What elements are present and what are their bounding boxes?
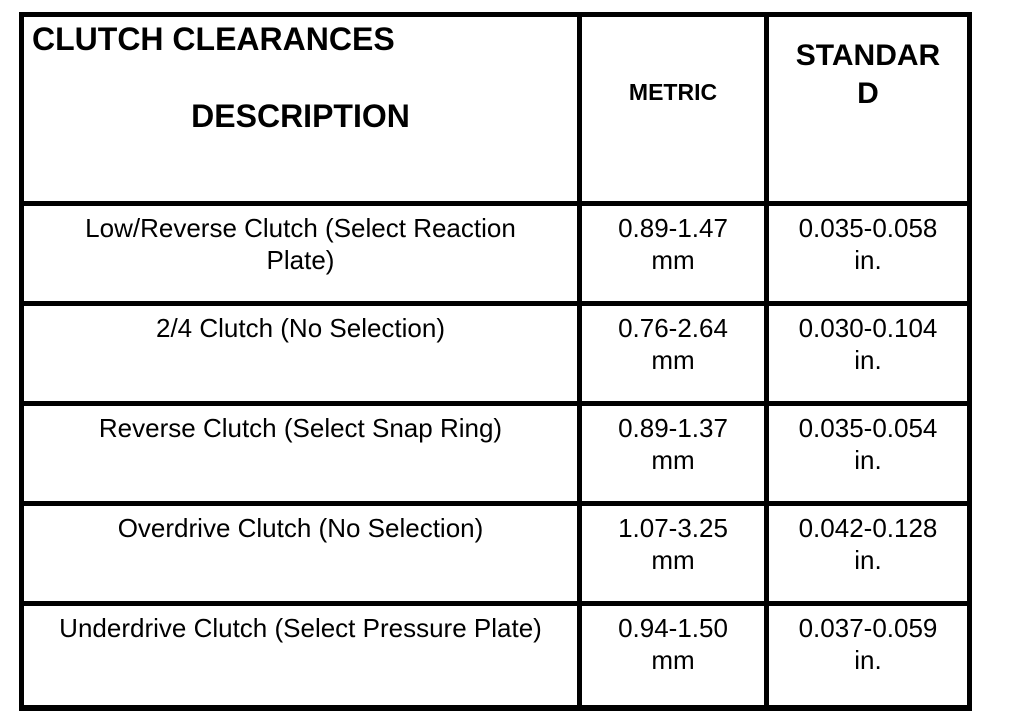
column-header-metric: METRIC [628,79,718,105]
table-row: Underdrive Clutch (Select Pressure Plate… [19,601,972,710]
description-cell: Underdrive Clutch (Select Pressure Plate… [19,601,582,710]
standard-cell: 0.035-0.058 in. [764,201,972,306]
header-cell-description: CLUTCH CLEARANCES DESCRIPTION [19,12,582,206]
column-header-standard: STANDAR D [795,39,941,110]
standard-cell: 0.035-0.054 in. [764,401,972,506]
metric-cell: 1.07-3.25 mm [577,501,769,606]
metric-cell: 0.89-1.37 mm [577,401,769,506]
metric-cell: 0.76-2.64 mm [577,301,769,406]
metric-cell: 0.94-1.50 mm [577,601,769,710]
standard-cell: 0.042-0.128 in. [764,501,972,606]
metric-cell: 0.89-1.47 mm [577,201,769,306]
clutch-clearances-table: CLUTCH CLEARANCES DESCRIPTION METRIC STA… [19,12,972,711]
description-cell: 2/4 Clutch (No Selection) [19,301,582,406]
table-row: Overdrive Clutch (No Selection) 1.07-3.2… [19,501,972,606]
header-cell-standard: STANDAR D [764,12,972,206]
table-row: Reverse Clutch (Select Snap Ring) 0.89-1… [19,401,972,506]
standard-cell: 0.037-0.059 in. [764,601,972,710]
table-row: Low/Reverse Clutch (Select Reaction Plat… [19,201,972,306]
description-cell: Low/Reverse Clutch (Select Reaction Plat… [19,201,582,306]
table-title: CLUTCH CLEARANCES [32,21,395,57]
header-cell-metric: METRIC [577,12,769,206]
column-header-description: DESCRIPTION [191,98,410,134]
table-row: 2/4 Clutch (No Selection) 0.76-2.64 mm 0… [19,301,972,406]
description-cell: Overdrive Clutch (No Selection) [19,501,582,606]
standard-cell: 0.030-0.104 in. [764,301,972,406]
description-cell: Reverse Clutch (Select Snap Ring) [19,401,582,506]
header-row: CLUTCH CLEARANCES DESCRIPTION METRIC STA… [19,12,972,206]
